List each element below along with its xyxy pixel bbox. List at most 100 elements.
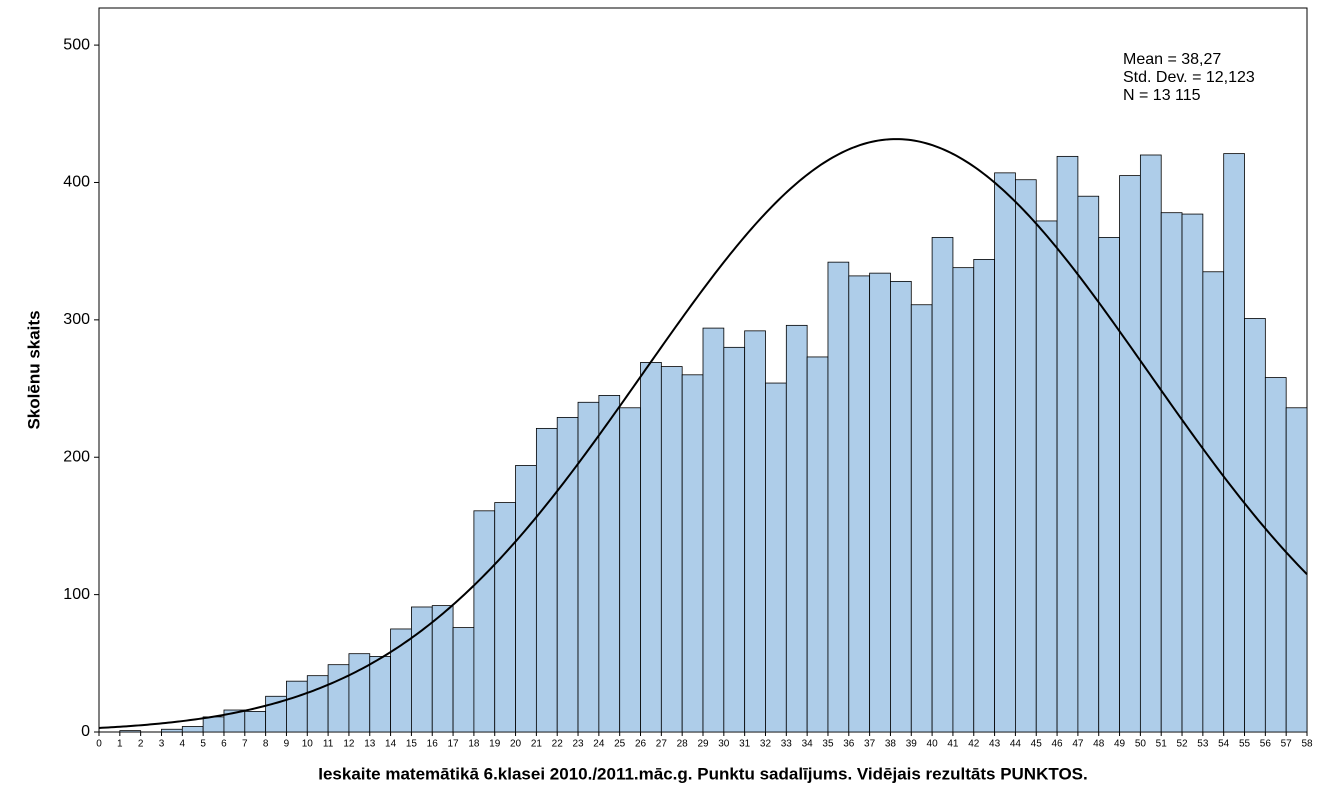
x-tick-label: 29 [697,739,709,750]
bar [1285,407,1308,733]
x-tick-label: 3 [159,739,165,750]
x-tick-label: 32 [760,739,772,750]
bar [806,356,829,733]
x-tick-label: 48 [1093,739,1105,750]
x-tick-label: 52 [1176,739,1188,750]
x-tick-label: 55 [1239,739,1251,750]
bar [202,716,225,733]
bar [1035,220,1058,733]
x-tick-label: 21 [531,739,543,750]
bar [161,728,183,733]
x-tick-label: 31 [739,739,751,750]
bar [702,327,725,733]
bar [723,346,746,733]
bar [598,395,621,733]
bar [431,605,454,733]
x-tick-label: 44 [1010,739,1022,750]
x-tick-label: 35 [822,739,834,750]
bar [619,407,641,733]
bar [535,427,558,733]
bar [869,272,891,733]
x-tick-label: 38 [885,739,897,750]
bar [1077,195,1100,733]
x-tick-label: 4 [180,739,186,750]
x-tick-label: 37 [864,739,876,750]
y-tick-label: 400 [63,174,90,191]
y-tick-label: 100 [63,586,90,603]
x-tick-label: 24 [593,739,605,750]
x-tick-label: 6 [221,739,227,750]
bar [1181,213,1204,733]
bar [1098,237,1120,733]
bar [910,304,933,733]
normal-curve [98,138,1308,729]
x-tick-label: 0 [96,739,102,750]
x-tick-label: 58 [1301,739,1313,750]
x-tick-label: 25 [614,739,626,750]
x-tick-label: 41 [947,739,959,750]
bar [1015,179,1037,733]
bar [1139,154,1162,733]
bar [327,664,350,733]
bar [827,261,850,733]
x-tick-label: 42 [968,739,980,750]
x-tick-label: 14 [385,739,397,750]
bar [119,730,142,733]
bar [244,710,267,733]
x-tick-label: 53 [1197,739,1209,750]
x-tick-label: 28 [677,739,689,750]
bar [973,259,995,733]
annotation: Mean = 38,27 [1123,51,1221,68]
x-tick-label: 12 [343,739,355,750]
bar [931,237,954,733]
x-tick-label: 33 [781,739,793,750]
bar [681,374,704,733]
x-tick-label: 34 [802,739,814,750]
x-tick-label: 57 [1281,739,1293,750]
x-tick-label: 8 [263,739,269,750]
x-tick-label: 50 [1135,739,1147,750]
bar [306,675,329,733]
x-tick-label: 15 [406,739,418,750]
bar [1160,212,1183,733]
bar [1202,271,1225,733]
bar [1119,175,1141,733]
x-tick-label: 45 [1031,739,1043,750]
bar [286,680,308,733]
x-tick-label: 5 [200,739,206,750]
bar [1264,377,1287,733]
x-tick-label: 23 [572,739,584,750]
x-tick-label: 56 [1260,739,1272,750]
x-tick-label: 26 [635,739,647,750]
x-tick-label: 51 [1156,739,1168,750]
x-tick-label: 1 [117,739,123,750]
x-tick-label: 27 [656,739,668,750]
bar [494,502,516,733]
bar [1056,155,1079,733]
annotation: Std. Dev. = 12,123 [1123,69,1255,86]
y-tick-label: 300 [63,311,90,328]
x-tick-label: 2 [138,739,144,750]
x-tick-label: 13 [364,739,376,750]
bar [515,465,537,733]
bar [556,416,579,733]
x-tick-label: 17 [448,739,460,750]
bar [744,330,766,733]
x-tick-label: 43 [989,739,1001,750]
x-tick-label: 7 [242,739,248,750]
bar [369,656,391,733]
bar [640,362,662,733]
bar [765,382,787,733]
y-tick-label: 500 [63,36,90,53]
x-tick-label: 16 [427,739,439,750]
x-tick-label: 47 [1072,739,1084,750]
x-tick-label: 18 [468,739,480,750]
x-tick-label: 40 [927,739,939,750]
x-axis-label: Ieskaite matemātikā 6.klasei 2010./2011.… [318,764,1087,783]
x-tick-label: 10 [302,739,314,750]
bar [1223,153,1245,733]
bar [785,324,808,733]
bar [452,627,475,733]
y-tick-label: 0 [81,723,90,740]
